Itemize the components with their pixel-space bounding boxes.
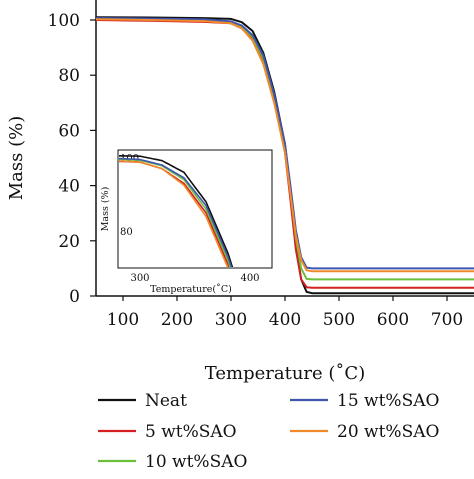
main-series [95, 16, 474, 295]
y-tick-label: 100 [48, 11, 80, 31]
series-line-4 [95, 18, 474, 273]
x-axis-title: Temperature (˚C) [205, 362, 365, 384]
inset-x-axis-title: Temperature(˚C) [150, 283, 232, 295]
x-tick-label: 100 [107, 310, 139, 330]
inset-series [119, 155, 234, 267]
inset-series-line-0 [119, 155, 234, 267]
legend-label-0: Neat [145, 391, 187, 411]
x-tick-label: 700 [431, 310, 463, 330]
inset-x-tick-label: 400 [240, 273, 259, 284]
y-axis-title: Mass (%) [6, 116, 27, 201]
x-tick-label: 400 [269, 310, 301, 330]
y-tick-label: 40 [58, 177, 80, 197]
y-tick-label: 0 [69, 287, 80, 307]
x-tick-label: 300 [215, 310, 247, 330]
x-tick-label: 500 [323, 310, 355, 330]
inset-y-axis-title: Mass (%) [100, 187, 111, 232]
inset-x-tick-label: 300 [130, 273, 149, 284]
legend-label-2: 10 wt%SAO [145, 452, 247, 472]
y-tick-label: 20 [58, 232, 80, 252]
inset-series-line-3 [119, 157, 233, 267]
inset-y-tick-label: 80 [120, 227, 133, 238]
legend: Neat 5 wt%SAO 10 wt%SAO 15 wt%SAO 20 wt%SAO [98, 391, 439, 472]
x-tick-label: 600 [377, 310, 409, 330]
y-tick-label: 80 [58, 66, 80, 86]
legend-label-4: 20 wt%SAO [337, 422, 439, 442]
y-tick-label: 60 [58, 121, 80, 141]
legend-label-1: 5 wt%SAO [145, 422, 237, 442]
legend-label-3: 15 wt%SAO [337, 391, 439, 411]
main-ticks: 100 200 300 400 500 600 700 0 20 40 60 80 100 [48, 11, 464, 330]
series-line-3 [95, 17, 474, 270]
inset-frame [117, 149, 273, 269]
x-tick-label: 200 [161, 310, 193, 330]
inset-series-line-4 [119, 160, 229, 267]
